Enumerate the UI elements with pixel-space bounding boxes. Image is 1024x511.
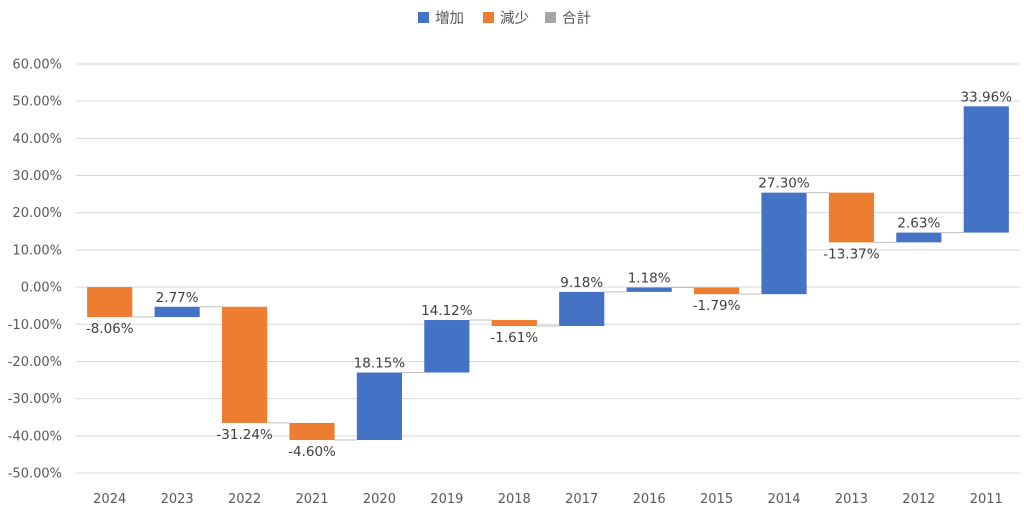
y-tick-label: -50.00% bbox=[8, 467, 62, 482]
data-label: 33.96% bbox=[961, 89, 1013, 105]
legend-label: 減少 bbox=[500, 10, 529, 27]
decrease-bar-2021 bbox=[289, 422, 335, 441]
data-labels: -8.06% 2.77% -31.24% -4.60% 18.15% 14.12% -1.6… bbox=[86, 89, 1012, 460]
y-tick-label: -20.00% bbox=[8, 355, 62, 370]
x-axis-ticks: 2024 2023 2022 2021 2020 2019 2018 2017 2016 2015… bbox=[93, 492, 1003, 507]
x-tick-label: 2021 bbox=[295, 492, 328, 507]
data-label: 2.63% bbox=[897, 216, 940, 232]
data-label: 14.12% bbox=[421, 303, 473, 319]
y-tick-label: -10.00% bbox=[8, 318, 62, 333]
x-tick-label: 2020 bbox=[363, 492, 396, 507]
y-tick-label: 30.00% bbox=[12, 169, 62, 184]
x-tick-label: 2019 bbox=[430, 492, 463, 507]
legend-label: 合計 bbox=[562, 10, 591, 27]
data-label: -31.24% bbox=[216, 427, 273, 443]
increase-bar-2011 bbox=[963, 106, 1009, 233]
data-label: -4.60% bbox=[288, 444, 336, 460]
data-label: 9.18% bbox=[560, 275, 603, 291]
increase-bar-2017 bbox=[559, 291, 605, 327]
y-tick-label: -40.00% bbox=[8, 429, 62, 444]
x-tick-label: 2012 bbox=[902, 492, 935, 507]
data-label: -1.79% bbox=[693, 298, 741, 314]
data-label: 2.77% bbox=[156, 290, 199, 306]
x-tick-label: 2017 bbox=[565, 492, 598, 507]
legend-label: 増加 bbox=[435, 10, 464, 27]
bars bbox=[87, 106, 1009, 441]
decrease-bar-2015 bbox=[693, 287, 740, 295]
increase-bar-2014 bbox=[761, 192, 807, 295]
data-label: 18.15% bbox=[354, 356, 406, 372]
x-tick-label: 2015 bbox=[700, 492, 733, 507]
x-tick-label: 2023 bbox=[161, 492, 194, 507]
legend-swatch bbox=[483, 12, 494, 23]
data-label: -13.37% bbox=[823, 246, 880, 262]
y-tick-label: 40.00% bbox=[12, 132, 62, 147]
x-tick-label: 2011 bbox=[970, 492, 1003, 507]
data-label: 1.18% bbox=[628, 270, 671, 286]
decrease-bar-2018 bbox=[491, 320, 537, 327]
y-tick-label: 50.00% bbox=[12, 95, 62, 110]
increase-bar-2023 bbox=[154, 306, 200, 318]
gridlines bbox=[76, 63, 1020, 474]
data-label: -8.06% bbox=[86, 321, 134, 337]
connector-lines bbox=[132, 192, 964, 441]
increase-bar-2012 bbox=[896, 232, 942, 243]
decrease-bar-2022 bbox=[221, 306, 268, 423]
data-label: 27.30% bbox=[758, 176, 810, 192]
x-tick-label: 2018 bbox=[498, 492, 531, 507]
decrease-bar-2013 bbox=[828, 192, 875, 243]
x-tick-label: 2022 bbox=[228, 492, 261, 507]
y-axis-ticks: 60.00% 50.00% 40.00% 30.00% 20.00% 10.00% 0.00… bbox=[8, 58, 62, 482]
y-tick-label: -30.00% bbox=[8, 392, 62, 407]
legend-swatch bbox=[545, 12, 556, 23]
chart-legend: 増加 減少 合計 bbox=[418, 10, 591, 27]
decrease-bar-2024 bbox=[87, 287, 133, 318]
data-label: -1.61% bbox=[490, 330, 538, 346]
x-tick-label: 2014 bbox=[767, 492, 800, 507]
x-tick-label: 2024 bbox=[93, 492, 126, 507]
increase-bar-2019 bbox=[424, 320, 470, 373]
increase-bar-2016 bbox=[626, 287, 672, 292]
x-tick-label: 2016 bbox=[633, 492, 666, 507]
y-tick-label: 0.00% bbox=[21, 281, 62, 296]
y-tick-label: 60.00% bbox=[12, 58, 62, 73]
y-tick-label: 10.00% bbox=[12, 243, 62, 258]
y-tick-label: 20.00% bbox=[12, 206, 62, 221]
increase-bar-2020 bbox=[356, 372, 403, 441]
legend-swatch bbox=[418, 12, 429, 23]
x-tick-label: 2013 bbox=[835, 492, 868, 507]
